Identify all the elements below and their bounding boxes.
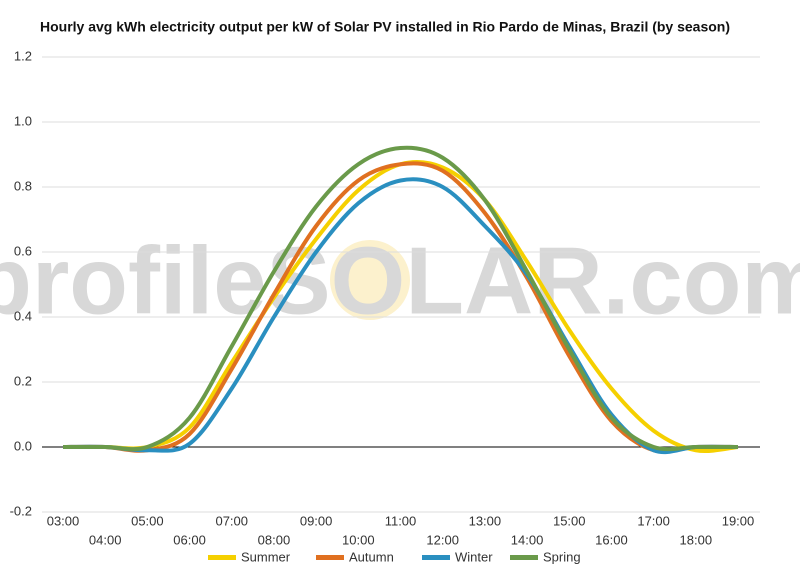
- legend-label: Summer: [241, 549, 291, 564]
- x-tick-label: 08:00: [258, 532, 291, 547]
- x-tick-label: 07:00: [215, 513, 248, 528]
- legend-swatch: [510, 555, 538, 560]
- x-tick-label: 06:00: [173, 532, 206, 547]
- x-tick-label: 04:00: [89, 532, 122, 547]
- legend-swatch: [208, 555, 236, 560]
- x-tick-label: 09:00: [300, 513, 333, 528]
- y-tick-label: 0.4: [14, 308, 32, 323]
- x-tick-label: 03:00: [47, 513, 80, 528]
- legend-label: Winter: [455, 549, 493, 564]
- series-line: [62, 161, 739, 454]
- x-tick-label: 12:00: [426, 532, 459, 547]
- watermark-sun: [330, 240, 410, 320]
- x-tick-label: 05:00: [131, 513, 164, 528]
- y-tick-label: 0.0: [14, 438, 32, 453]
- x-tick-label: 16:00: [595, 532, 628, 547]
- x-tick-label: 17:00: [637, 513, 670, 528]
- chart-title: Hourly avg kWh electricity output per kW…: [40, 19, 730, 35]
- legend-swatch: [316, 555, 344, 560]
- x-tick-label: 15:00: [553, 513, 586, 528]
- x-tick-label: 14:00: [511, 532, 544, 547]
- y-tick-label: 1.0: [14, 113, 32, 128]
- x-tick-label: 18:00: [680, 532, 713, 547]
- watermark: profileSOLAR.com: [0, 227, 800, 334]
- x-tick-label: 10:00: [342, 532, 375, 547]
- legend-label: Spring: [543, 549, 581, 564]
- y-tick-label: 0.8: [14, 178, 32, 193]
- x-tick-label: 11:00: [385, 513, 417, 528]
- y-tick-label: -0.2: [10, 503, 32, 518]
- y-tick-label: 0.6: [14, 243, 32, 258]
- y-tick-label: 0.2: [14, 373, 32, 388]
- y-tick-label: 1.2: [14, 48, 32, 63]
- series-line: [63, 145, 738, 452]
- x-tick-label: 19:00: [722, 513, 755, 528]
- legend-swatch: [422, 555, 450, 560]
- x-tick-label: 13:00: [469, 513, 502, 528]
- legend-label: Autumn: [349, 549, 394, 564]
